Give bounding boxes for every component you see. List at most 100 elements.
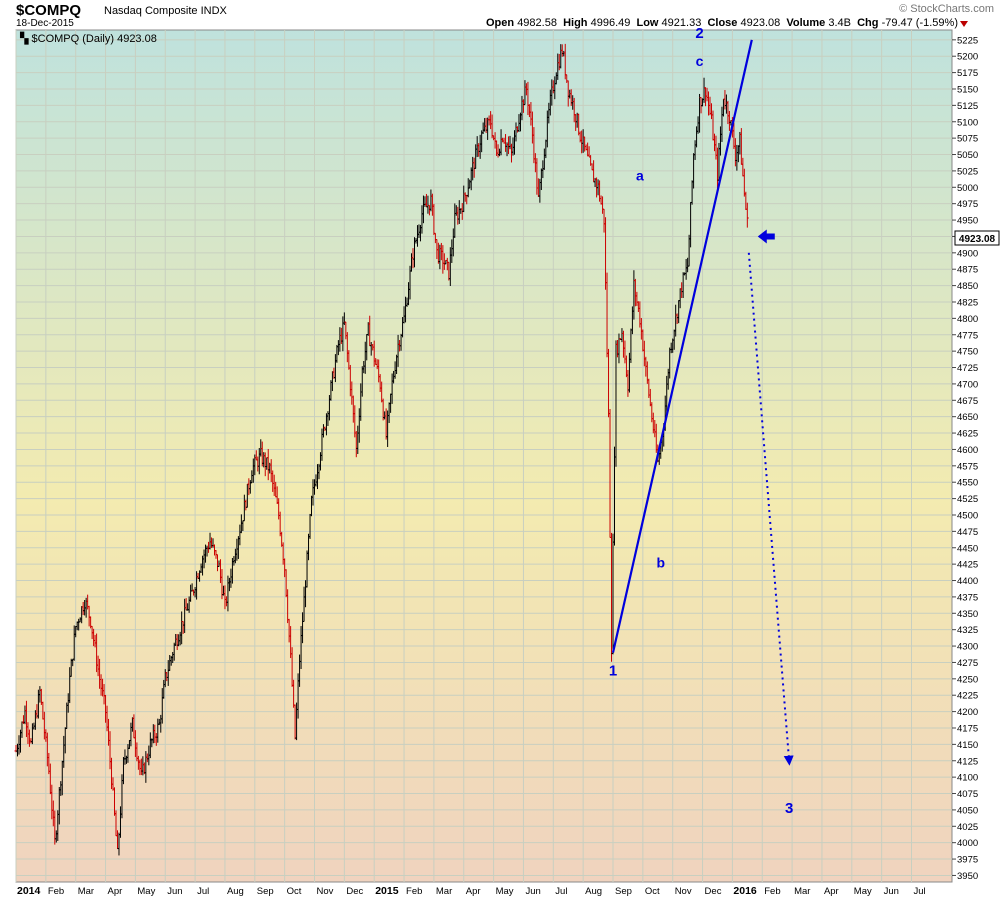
- x-tick-label: 2014: [17, 885, 41, 897]
- y-tick-label: 4300: [957, 642, 978, 653]
- y-tick-label: 4900: [957, 248, 978, 259]
- wave-annotations: 1 2 3 a b c: [609, 25, 794, 817]
- y-tick-label: 5025: [957, 166, 978, 177]
- last-value-label: 4923.08: [959, 234, 996, 245]
- y-tick-label: 5225: [957, 35, 978, 46]
- y-tick-label: 4825: [957, 297, 978, 308]
- wave-label: b: [656, 554, 665, 570]
- y-tick-label: 4325: [957, 625, 978, 636]
- y-tick-label: 4775: [957, 330, 978, 341]
- y-tick-label: 4500: [957, 510, 978, 521]
- plot-background: [15, 29, 953, 883]
- y-tick-label: 4475: [957, 527, 978, 538]
- x-tick-label: Nov: [317, 886, 334, 897]
- y-tick-label: 4800: [957, 314, 978, 325]
- y-tick-label: 4375: [957, 592, 978, 603]
- y-tick-label: 4850: [957, 281, 978, 292]
- y-tick-label: 5175: [957, 68, 978, 79]
- projection-arrow: [747, 252, 794, 766]
- y-tick-label: 4150: [957, 740, 978, 751]
- y-tick-label: 4700: [957, 379, 978, 390]
- y-tick-label: 4200: [957, 707, 978, 718]
- low-label: Low: [636, 17, 659, 29]
- x-tick-label: Jul: [555, 886, 567, 897]
- high-label: High: [563, 17, 588, 29]
- x-tick-label: Feb: [48, 886, 64, 897]
- high-value: 4996.49: [590, 17, 631, 29]
- y-tick-label: 4050: [957, 805, 978, 816]
- x-tick-label: Nov: [675, 886, 692, 897]
- wave-label: a: [636, 168, 644, 184]
- x-tick-label: May: [496, 886, 514, 897]
- x-tick-label: Sep: [257, 886, 274, 897]
- x-tick-label: Dec: [705, 886, 722, 897]
- x-tick-label: Jul: [197, 886, 209, 897]
- x-tick-label: Feb: [764, 886, 780, 897]
- x-tick-label: Mar: [78, 886, 94, 897]
- y-tick-label: 4000: [957, 838, 978, 849]
- y-tick-label: 4425: [957, 560, 978, 571]
- down-arrow-icon: [960, 21, 968, 27]
- x-tick-label: Jun: [167, 886, 182, 897]
- y-tick-label: 4350: [957, 609, 978, 620]
- chg-label: Chg: [857, 17, 879, 29]
- y-tick-label: 4575: [957, 461, 978, 472]
- y-tick-label: 4750: [957, 347, 978, 358]
- y-tick-label: 4950: [957, 216, 978, 227]
- wave-label: 1: [609, 663, 617, 680]
- y-tick-label: 3950: [957, 871, 978, 882]
- y-tick-label: 4400: [957, 576, 978, 587]
- x-tick-label: Apr: [108, 886, 123, 897]
- x-tick-label: 2016: [733, 885, 757, 897]
- x-tick-label: Apr: [466, 886, 481, 897]
- y-tick-label: 4175: [957, 723, 978, 734]
- chart-date: 18-Dec-2015: [16, 18, 74, 29]
- y-tick-label: 4250: [957, 674, 978, 685]
- y-tick-label: 5100: [957, 117, 978, 128]
- chart-symbol: $COMPQ: [16, 2, 82, 19]
- x-tick-label: Jun: [525, 886, 540, 897]
- volume-label: Volume: [786, 17, 826, 29]
- legend-bars-icon: ▚: [19, 31, 32, 45]
- y-tick-label: 4225: [957, 691, 978, 702]
- open-label: Open: [486, 17, 515, 29]
- wave-label: 2: [695, 25, 703, 42]
- x-tick-label: Aug: [585, 886, 602, 897]
- y-tick-label: 5050: [957, 150, 978, 161]
- x-tick-label: Dec: [346, 886, 363, 897]
- y-tick-label: 4600: [957, 445, 978, 456]
- y-tick-label: 3975: [957, 855, 978, 866]
- grid: [15, 30, 952, 882]
- x-tick-label: Mar: [436, 886, 452, 897]
- y-tick-label: 4025: [957, 822, 978, 833]
- legend-title: $COMPQ (Daily) 4923.08: [32, 33, 157, 45]
- trendline: [611, 39, 753, 653]
- x-tick-label: Mar: [794, 886, 810, 897]
- chart-legend: ▚ $COMPQ (Daily) 4923.08: [19, 31, 157, 45]
- close-label: Close: [707, 17, 738, 29]
- x-tick-label: Apr: [824, 886, 839, 897]
- x-tick-label: 2015: [375, 885, 399, 897]
- y-tick-label: 5150: [957, 84, 978, 95]
- y-tick-label: 5200: [957, 52, 978, 63]
- x-tick-label: Jul: [914, 886, 926, 897]
- y-tick-label: 4625: [957, 429, 978, 440]
- chart-security-name: Nasdaq Composite INDX: [104, 5, 227, 17]
- wave-label: 3: [785, 800, 793, 817]
- price-bar: [745, 202, 749, 228]
- y-tick-label: 5000: [957, 183, 978, 194]
- y-tick-label: 4525: [957, 494, 978, 505]
- x-tick-label: Jun: [884, 886, 899, 897]
- x-tick-label: Sep: [615, 886, 632, 897]
- y-tick-label: 4550: [957, 478, 978, 489]
- x-tick-label: Aug: [227, 886, 244, 897]
- brand-logo-text[interactable]: © StockCharts.com: [899, 3, 994, 15]
- x-tick-label: May: [137, 886, 155, 897]
- y-tick-label: 4075: [957, 789, 978, 800]
- y-tick-label: 4725: [957, 363, 978, 374]
- x-tick-label: Oct: [645, 886, 660, 897]
- y-axis: 3950 3975 4000 4025 4050 4075 4100 4125 4150 4175…: [952, 35, 978, 882]
- last-value-tag: 4923.08: [954, 230, 1000, 246]
- chg-value: -79.47 (-1.59%): [881, 17, 958, 29]
